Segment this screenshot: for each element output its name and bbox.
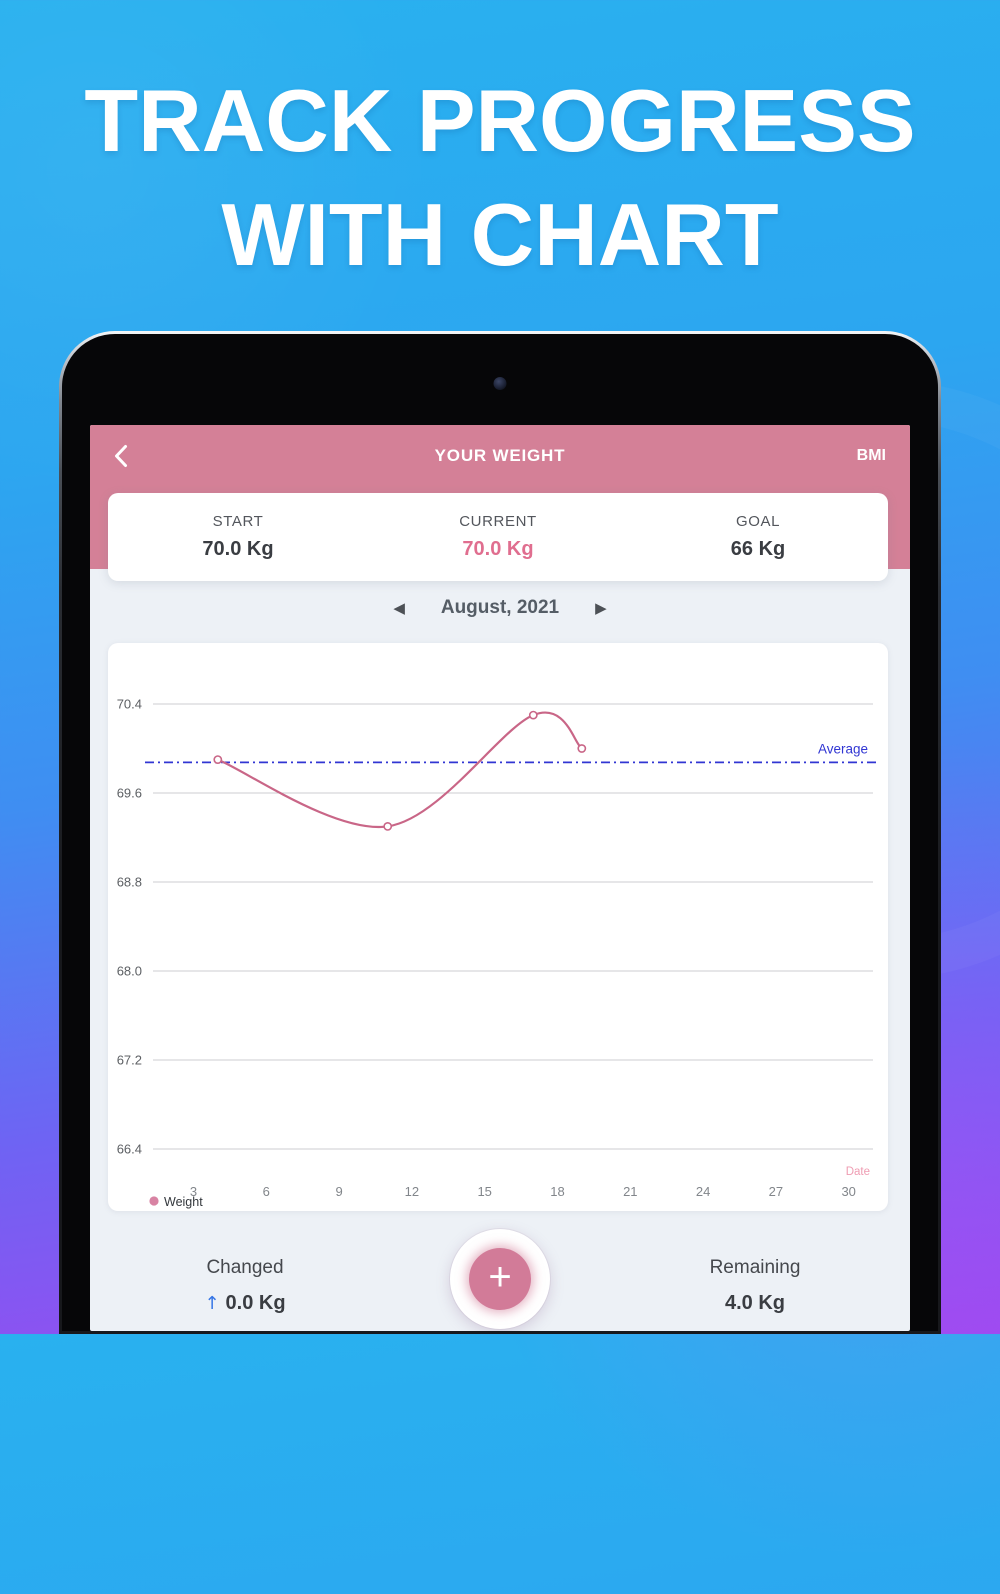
- weight-stats-card: START 70.0 Kg CURRENT 70.0 Kg GOAL 66 Kg: [108, 493, 888, 581]
- svg-text:67.2: 67.2: [117, 1053, 142, 1068]
- svg-text:9: 9: [335, 1184, 342, 1199]
- back-button[interactable]: [114, 444, 154, 468]
- next-month-icon[interactable]: ▶: [595, 599, 607, 617]
- stat-value: 70.0 Kg: [462, 538, 534, 560]
- svg-text:30: 30: [841, 1184, 855, 1199]
- svg-text:18: 18: [550, 1184, 564, 1199]
- remaining-summary: Remaining 4.0 Kg: [600, 1213, 910, 1331]
- weight-chart-card: 70.4 69.6 68.8 68.0 67.2 66.4 3 6 9 12 15 18 21 24 27 3…: [108, 643, 888, 1211]
- stat-value: 70.0 Kg: [202, 538, 274, 560]
- chevron-left-icon: [115, 445, 127, 467]
- changed-summary: Changed ↑ 0.0 Kg: [90, 1213, 400, 1331]
- stat-label: GOAL: [735, 513, 781, 530]
- tablet-bezel: YOUR WEIGHT BMI START 70.0 Kg CURRENT 70…: [62, 334, 938, 1331]
- hero-title-line1: TRACK PROGRESS: [84, 71, 916, 170]
- chart-x-axis: 3 6 9 12 15 18 21 24 27 30 Date: [190, 1166, 870, 1199]
- svg-text:Weight: Weight: [164, 1195, 203, 1209]
- fab-wrap: +: [400, 1213, 600, 1331]
- month-navigation: ◀ August, 2021 ▶: [90, 569, 910, 639]
- svg-text:15: 15: [477, 1184, 491, 1199]
- average-line: Average: [145, 741, 876, 764]
- remaining-value: 4.0 Kg: [724, 1292, 786, 1314]
- svg-text:24: 24: [696, 1184, 710, 1199]
- svg-text:21: 21: [623, 1184, 637, 1199]
- stat-value: 66 Kg: [730, 538, 786, 560]
- app-header: YOUR WEIGHT BMI START 70.0 Kg CURRENT 70…: [90, 425, 910, 581]
- svg-text:27: 27: [769, 1184, 783, 1199]
- header-bar: YOUR WEIGHT BMI: [90, 425, 910, 487]
- stat-label: CURRENT: [459, 513, 537, 530]
- svg-text:6: 6: [263, 1184, 270, 1199]
- prev-month-icon[interactable]: ◀: [393, 599, 405, 617]
- chart-legend: Weight: [149, 1195, 203, 1209]
- weight-line-chart: 70.4 69.6 68.8 68.0 67.2 66.4 3 6 9 12 15 18 21 24 27 3…: [108, 643, 888, 1216]
- hero-title-line2: WITH CHART: [221, 185, 779, 284]
- svg-text:66.4: 66.4: [117, 1142, 142, 1157]
- bottom-bar: Changed ↑ 0.0 Kg + Remaining 4.0 Kg: [90, 1213, 910, 1331]
- changed-value: ↑ 0.0 Kg: [204, 1292, 285, 1315]
- month-label: August, 2021: [440, 597, 560, 618]
- stat-current: CURRENT 70.0 Kg: [368, 493, 628, 581]
- plus-icon: +: [469, 1248, 531, 1310]
- chart-gridlines: 70.4 69.6 68.8 68.0 67.2 66.4: [117, 697, 873, 1157]
- weight-series-line: [217, 711, 583, 829]
- svg-text:69.6: 69.6: [117, 786, 142, 801]
- stat-start: START 70.0 Kg: [108, 493, 368, 581]
- front-camera: [493, 377, 507, 390]
- stat-goal: GOAL 66 Kg: [628, 493, 888, 581]
- add-weight-button[interactable]: +: [450, 1229, 550, 1329]
- svg-text:70.4: 70.4: [117, 697, 142, 712]
- page-title: YOUR WEIGHT: [434, 446, 566, 465]
- stat-label: START: [212, 513, 264, 530]
- weight-data-points: [213, 710, 587, 831]
- svg-text:68.8: 68.8: [117, 875, 142, 890]
- bmi-button[interactable]: BMI: [856, 447, 886, 464]
- svg-text:3: 3: [190, 1184, 197, 1199]
- hero-title: TRACK PROGRESS WITH CHART: [0, 64, 1000, 292]
- svg-text:68.0: 68.0: [117, 964, 142, 979]
- changed-label: Changed: [206, 1257, 284, 1278]
- svg-text:Date: Date: [846, 1166, 870, 1178]
- svg-text:Average: Average: [818, 741, 868, 756]
- remaining-label: Remaining: [709, 1257, 801, 1278]
- app-screen: YOUR WEIGHT BMI START 70.0 Kg CURRENT 70…: [90, 425, 910, 1331]
- changed-amount: 0.0 Kg: [225, 1292, 286, 1314]
- svg-text:12: 12: [405, 1184, 419, 1199]
- arrow-up-icon: ↑: [204, 1293, 220, 1314]
- tablet-frame: YOUR WEIGHT BMI START 70.0 Kg CURRENT 70…: [59, 331, 941, 1334]
